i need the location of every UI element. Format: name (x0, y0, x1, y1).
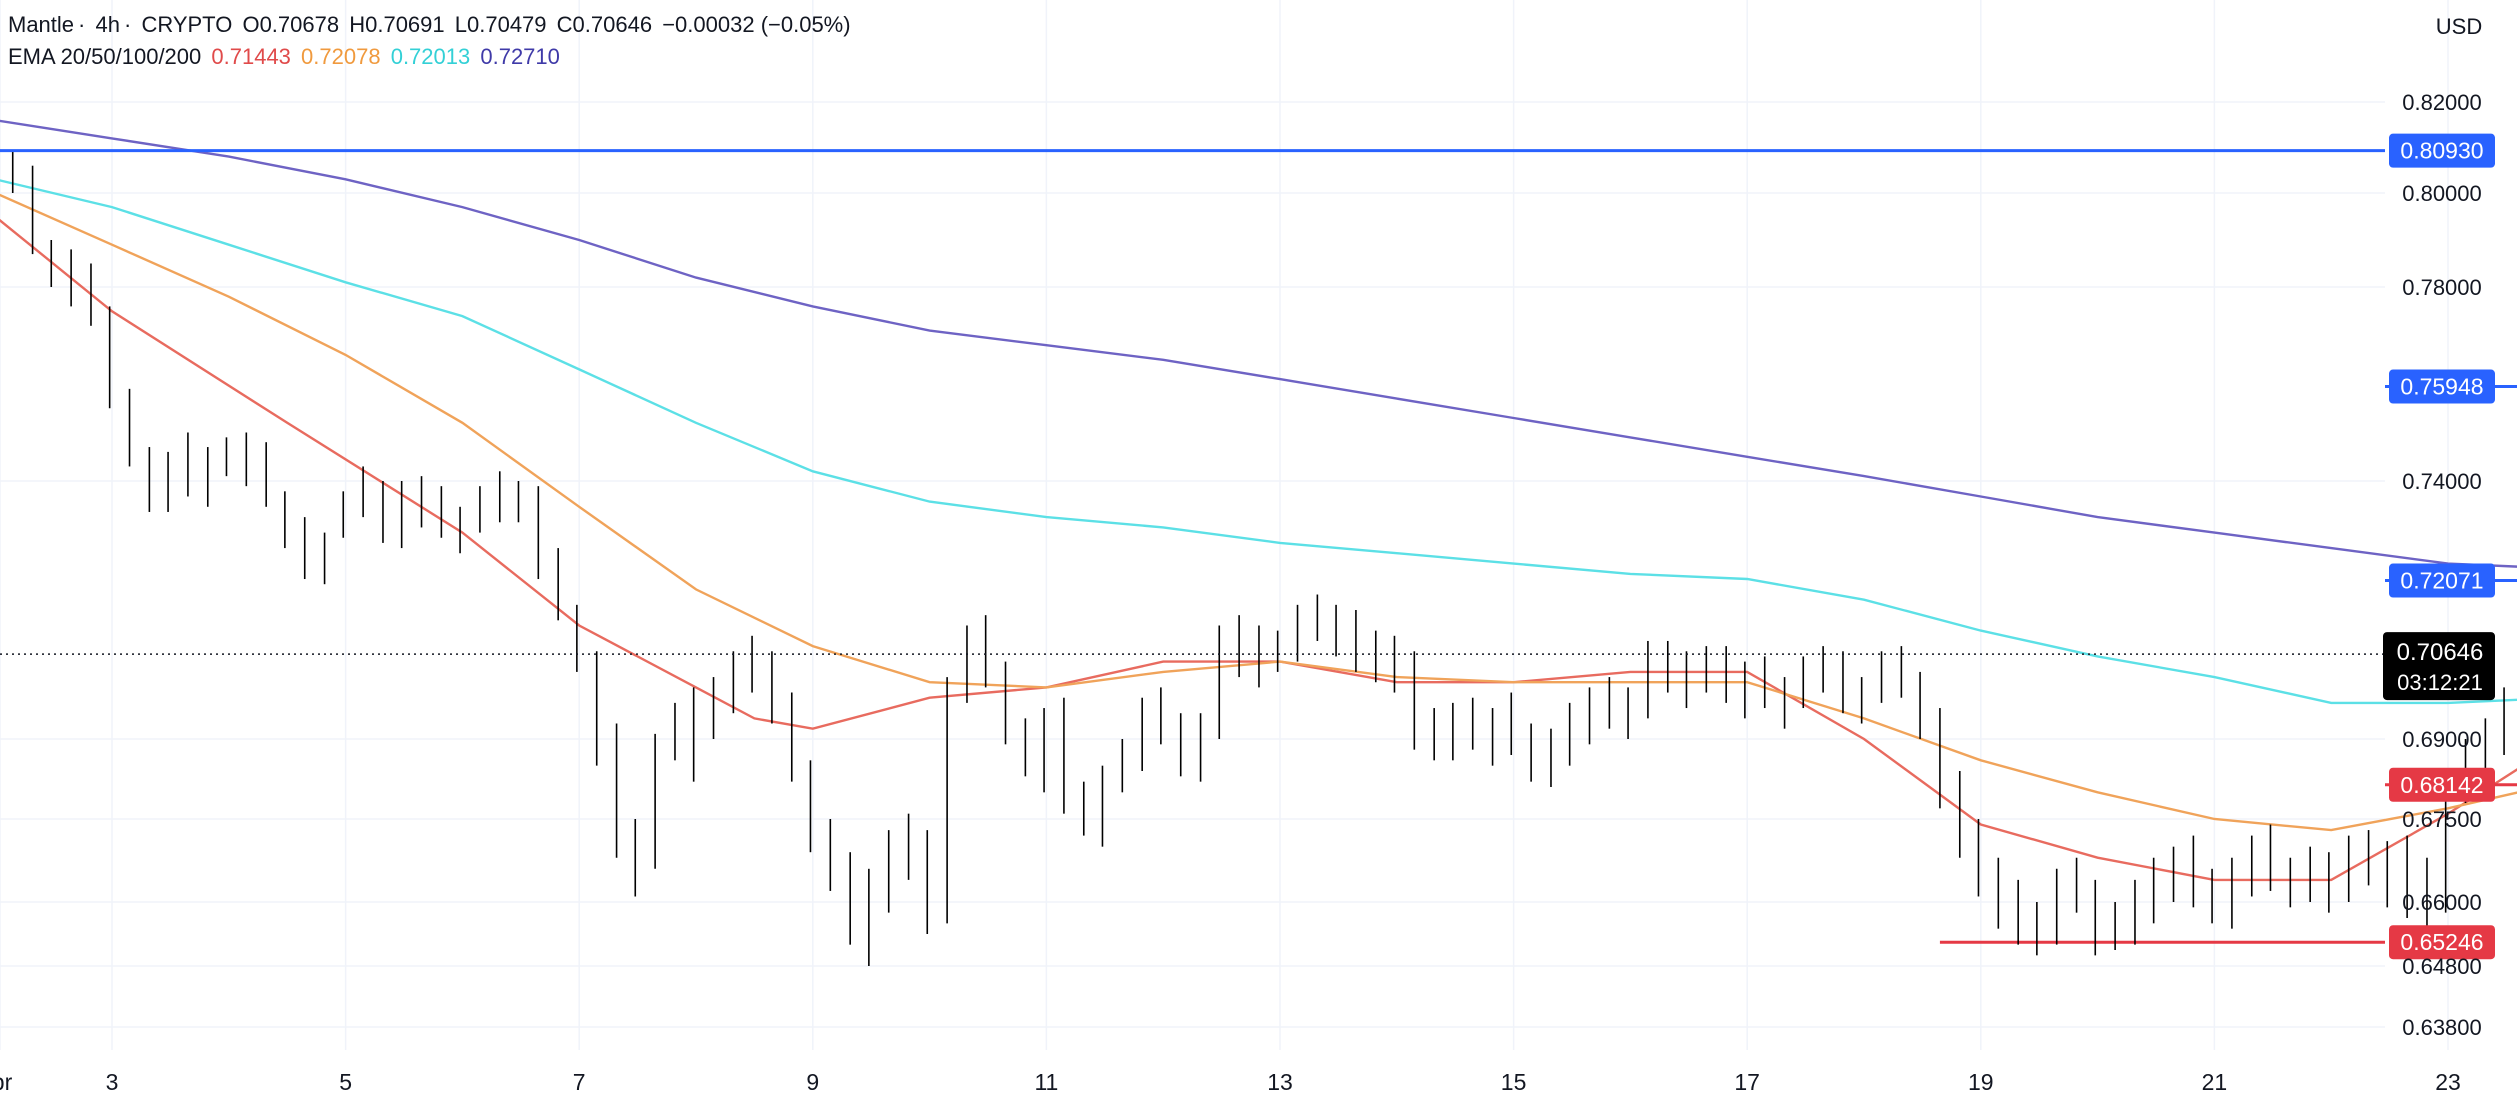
price-tick-label: 0.67500 (2402, 807, 2482, 832)
level-price-label: 0.75948 (2400, 374, 2483, 400)
candles (11, 152, 2505, 966)
low-value: L0.70479 (454, 12, 547, 37)
level-price-badge (2389, 925, 2495, 960)
time-tick-label: 17 (1734, 1069, 1760, 1095)
current-price-badge (2383, 632, 2495, 701)
price-tick-label: 0.66000 (2402, 890, 2482, 915)
time-tick-label: 3 (106, 1069, 119, 1095)
time-tick-label: 21 (2202, 1069, 2228, 1095)
level-price-badge (2389, 767, 2495, 802)
price-tick-label: 0.64800 (2402, 954, 2482, 979)
ema50-value: 0.72078 (301, 44, 381, 69)
time-tick-label: 5 (339, 1069, 352, 1095)
price-tick-label: 0.78000 (2402, 275, 2482, 300)
close-value: C0.70646 (556, 12, 653, 37)
high-value: H0.70691 (349, 12, 445, 37)
price-tick-label: 0.82000 (2402, 90, 2482, 115)
price-tick-label: 0.69000 (2402, 727, 2482, 752)
level-price-label: 0.80930 (2400, 138, 2483, 164)
open-value: O0.70678 (242, 12, 340, 37)
time-tick-label: 13 (1267, 1069, 1293, 1095)
ema20-value: 0.71443 (211, 44, 291, 69)
ema-label: EMA 20/50/100/200 (8, 44, 202, 69)
level-lines (0, 149, 2517, 944)
price-tick-label: 0.63800 (2402, 1015, 2482, 1040)
exchange-label: CRYPTO (141, 12, 233, 37)
level-price-badge (2389, 369, 2495, 404)
level-price-label: 0.68142 (2400, 772, 2483, 798)
price-tick-label: 0.74000 (2402, 469, 2482, 494)
time-tick-label: 11 (1034, 1069, 1058, 1095)
time-tick-label: 7 (573, 1069, 586, 1095)
currency-label[interactable]: USD (2435, 14, 2483, 39)
symbol-label: Mantle (8, 12, 75, 37)
ema-line-100 (0, 179, 2517, 705)
time-tick-label: pr (0, 1069, 13, 1095)
time-tick-label: 19 (1968, 1069, 1994, 1095)
price-tick-label: 0.80000 (2402, 181, 2482, 206)
level-price-label: 0.65246 (2400, 929, 2483, 955)
change-value: −0.00032 (−0.05%) (662, 12, 851, 37)
price-axis[interactable]: 0.80930 0.75948 0.72071 0.68142 0.65246 0.820… (2383, 90, 2495, 1040)
ema-line-50 (0, 193, 2517, 832)
ema-lines (0, 119, 2517, 882)
current-price-label: 0.70646 (2397, 639, 2484, 666)
ema-line-20 (0, 218, 2517, 882)
time-axis[interactable]: pr357911131517192123252729May357911 (0, 1069, 2517, 1095)
level-price-label: 0.72071 (2400, 568, 2483, 594)
time-tick-label: 9 (806, 1069, 819, 1095)
countdown-label: 03:12:21 (2397, 670, 2483, 695)
ema200-value: 0.72710 (480, 44, 560, 69)
time-tick-label: 15 (1501, 1069, 1527, 1095)
interval-label: 4h (95, 12, 120, 37)
ema100-value: 0.72013 (390, 44, 471, 69)
time-tick-label: 23 (2435, 1069, 2461, 1095)
ema-legend: EMA 20/50/100/200 0.71443 0.72078 0.7201… (8, 44, 564, 70)
grid-lines (0, 0, 2449, 1050)
level-price-badge (2389, 563, 2495, 598)
ohlc-legend: Mantle · 4h · CRYPTO O0.70678 H0.70691 L0.… (8, 12, 851, 37)
ema-line-200 (0, 119, 2517, 568)
level-price-badge (2389, 133, 2495, 168)
